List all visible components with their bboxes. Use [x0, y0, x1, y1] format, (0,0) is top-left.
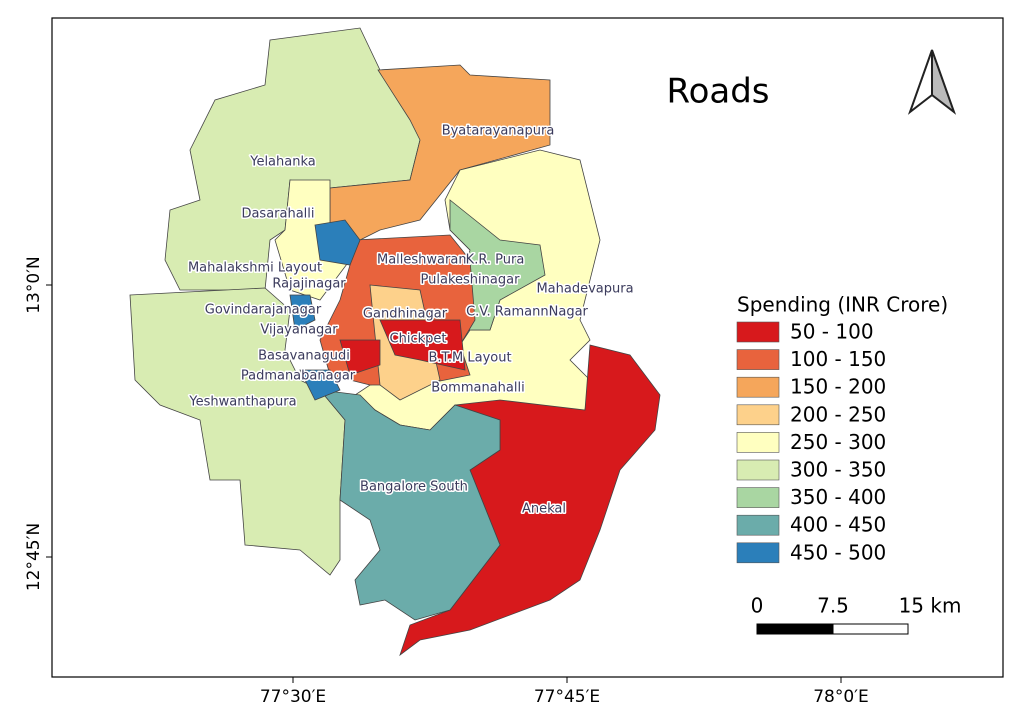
- district-label: C.V. RamannNagar: [466, 305, 588, 320]
- scale-label: 7.5: [817, 594, 849, 618]
- x-tick-label: 77°30′E: [260, 687, 326, 707]
- legend-swatch: [736, 514, 780, 536]
- district-label: Padmanabanagar: [241, 369, 356, 384]
- y-tick-label: 13°0′N: [24, 256, 44, 314]
- district-label: Yeshwanthapura: [188, 395, 296, 410]
- district-label: Vijayanagar: [260, 323, 338, 338]
- north-arrow: [931, 49, 957, 115]
- district: [449, 199, 546, 331]
- district: [274, 179, 351, 301]
- legend: 50 - 100 100 - 150 150 - 200 200 - 250 250 -…: [736, 320, 886, 564]
- district-label: Malleshwaram: [377, 253, 471, 268]
- legend-swatch: [736, 542, 780, 564]
- legend-label: 450 - 500: [790, 540, 886, 564]
- legend-label: 200 - 250: [790, 402, 886, 426]
- district-label: Rajajinagar: [272, 277, 346, 292]
- legend-label: 400 - 450: [790, 513, 886, 537]
- legend-swatch: [736, 459, 780, 481]
- legend-swatch: [736, 487, 780, 508]
- legend-label: 350 - 400: [790, 485, 886, 509]
- district: [329, 64, 551, 241]
- legend-swatch: [736, 321, 780, 343]
- x-tick-label: 77°45′E: [534, 687, 600, 707]
- district-label: K.R. Pura: [466, 253, 525, 268]
- legend-label: 150 - 200: [790, 375, 886, 399]
- district: [319, 389, 501, 621]
- district-label: Gandhinagar: [363, 307, 448, 322]
- map-title: Roads: [666, 72, 769, 112]
- district-label: Mahalakshmi Layout: [188, 261, 322, 276]
- legend-swatch: [736, 349, 780, 370]
- district: [314, 219, 361, 266]
- district-label: Anekal: [522, 502, 566, 517]
- district: [379, 319, 466, 371]
- district-label: Mahadevapura: [536, 282, 633, 297]
- scale-label: 15 km: [899, 594, 962, 618]
- districts: [129, 27, 661, 657]
- legend-swatch: [736, 404, 780, 426]
- district-labels: Byatarayanapura Yelahanka Dasarahalli Malle…: [186, 122, 635, 518]
- district-label: Byatarayanapura: [442, 124, 555, 139]
- x-tick-label: 78°0′E: [813, 687, 869, 707]
- district-label: Bangalore South: [360, 480, 468, 495]
- legend-swatch: [736, 376, 780, 398]
- legend-label: 250 - 300: [790, 430, 886, 454]
- district-label: Govindarajanagar: [205, 303, 322, 318]
- district: [129, 287, 346, 576]
- scale-bar: [756, 623, 834, 635]
- district-label: Bommanahalli: [431, 381, 524, 396]
- district: [289, 294, 316, 331]
- district-label: Basavanagudi: [258, 349, 350, 364]
- graticule-labels: 77°30′E 77°45′E 78°0′E 13°0′N 12°45′N: [24, 256, 869, 707]
- legend-swatch: [736, 432, 780, 453]
- district: [299, 369, 341, 401]
- district-label: Dasarahalli: [241, 207, 314, 222]
- legend-label: 300 - 350: [790, 458, 886, 482]
- district-label: Pulakeshinagar: [421, 273, 521, 288]
- y-tick-label: 12°45′N: [24, 523, 44, 591]
- legend-label: 50 - 100: [790, 320, 874, 344]
- district-label: Chickpet: [390, 332, 447, 347]
- scale-bar: [832, 623, 909, 635]
- legend-label: 100 - 150: [790, 347, 886, 371]
- legend-title: Spending (INR Crore): [737, 293, 948, 317]
- scale-label: 0: [751, 594, 764, 618]
- district-label: Yelahanka: [249, 155, 316, 170]
- district: [339, 339, 381, 376]
- district-label: B.T.M Layout: [428, 351, 511, 366]
